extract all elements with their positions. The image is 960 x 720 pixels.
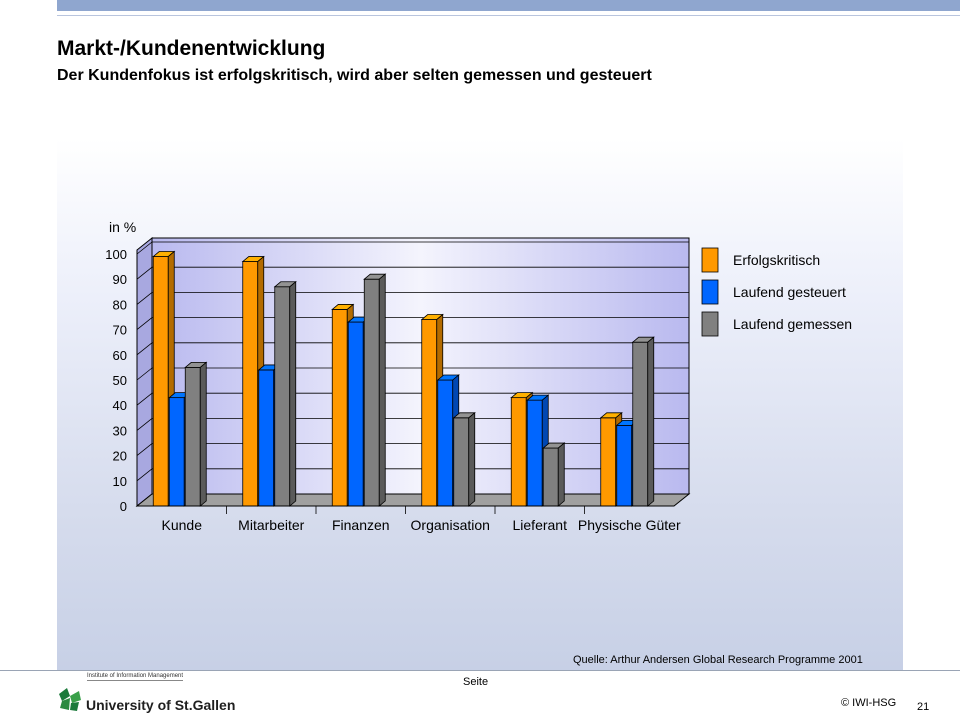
- y-tick-label: 70: [113, 323, 127, 338]
- bar-4-2: [542, 447, 559, 507]
- gridline-side: [136, 443, 153, 456]
- university-name: University of St.Gallen: [86, 697, 236, 713]
- page-subtitle: Der Kundenfokus ist erfolgskritisch, wir…: [57, 67, 652, 84]
- bar-2-1: [347, 321, 364, 507]
- gridline-side: [136, 342, 153, 356]
- legend-swatch-0: [701, 247, 719, 273]
- x-tick-label: Physische Güter: [578, 517, 681, 533]
- bar-1-1: [258, 369, 275, 507]
- x-tick-label: Kunde: [162, 517, 203, 533]
- y-tick-label: 80: [113, 297, 127, 312]
- bar-3-1: [437, 379, 454, 507]
- bar-1-2: [274, 286, 291, 507]
- gridline-side: [136, 266, 153, 280]
- y-tick-label: 0: [120, 499, 127, 514]
- gridline-side: [136, 241, 153, 255]
- bar-3-0: [421, 319, 438, 507]
- legend-label-1: Laufend gesteuert: [733, 284, 846, 300]
- chart-panel: 0 10 20 30 40 50 60 70 80 90 100 in % Kunde Mitarbeit…: [57, 138, 903, 670]
- gridline-side: [136, 367, 153, 381]
- gridline-side: [136, 292, 153, 305]
- x-tick-label: Lieferant: [513, 517, 568, 533]
- bar-side-2-2: [378, 273, 386, 507]
- y-tick-label: 100: [105, 247, 127, 262]
- bar-5-1: [616, 424, 633, 507]
- source-note: Quelle: Arthur Andersen Global Research …: [573, 654, 863, 666]
- y-tick-label: 50: [113, 373, 127, 388]
- legend-label-0: Erfolgskritisch: [733, 252, 820, 268]
- gridline-side: [136, 468, 153, 482]
- bar-0-0: [152, 256, 169, 507]
- bar-5-2: [632, 341, 649, 507]
- y-tick-label: 10: [113, 474, 127, 489]
- bar-0-1: [168, 397, 185, 507]
- y-tick-label: 30: [113, 423, 127, 438]
- legend-label-2: Laufend gemessen: [733, 316, 852, 332]
- y-tick-label: 90: [113, 272, 127, 287]
- footer-copyright: © IWI-HSG: [841, 697, 897, 709]
- page-title: Markt-/Kundenentwicklung: [57, 37, 326, 60]
- x-tick-label: Finanzen: [332, 517, 390, 533]
- bar-0-2: [184, 366, 201, 507]
- university-logo-icon: [59, 688, 81, 711]
- chart-back-wall: [151, 237, 690, 495]
- bar-3-2: [453, 417, 470, 507]
- top-divider: [57, 15, 960, 16]
- x-tick-label: Mitarbeiter: [238, 517, 304, 533]
- bar-side-3-2: [468, 411, 476, 507]
- chart-side-wall: [136, 236, 153, 508]
- bar-side-4-2: [557, 442, 565, 507]
- bar-4-1: [526, 399, 543, 507]
- bar-side-1-2: [289, 280, 297, 507]
- footer-divider: [0, 670, 960, 671]
- top-accent-bar: [57, 0, 960, 11]
- y-tick-label: 60: [113, 348, 127, 363]
- gridline-side: [136, 392, 153, 406]
- footer-seite: Seite: [463, 676, 489, 688]
- bar-2-0: [331, 309, 348, 507]
- y-axis-label: in %: [109, 219, 136, 235]
- bar-side-5-2: [647, 336, 655, 507]
- bar-2-2: [363, 278, 380, 507]
- legend-swatch-2: [701, 311, 719, 337]
- institute-name: Institute of Information Management: [87, 673, 184, 681]
- gridline-side: [136, 317, 153, 330]
- gridline-side: [136, 418, 153, 431]
- bar-chart: 0 10 20 30 40 50 60 70 80 90 100 in % Kunde Mitarbeit…: [105, 219, 852, 533]
- bar-1-0: [242, 261, 259, 507]
- bar-side-0-2: [199, 361, 207, 507]
- page-number: 21: [917, 701, 930, 713]
- y-tick-label: 40: [113, 398, 127, 413]
- y-tick-label: 20: [113, 449, 127, 464]
- bar-4-0: [510, 397, 527, 507]
- bar-5-0: [600, 417, 617, 507]
- legend-swatch-1: [701, 279, 719, 305]
- x-tick-label: Organisation: [411, 517, 490, 533]
